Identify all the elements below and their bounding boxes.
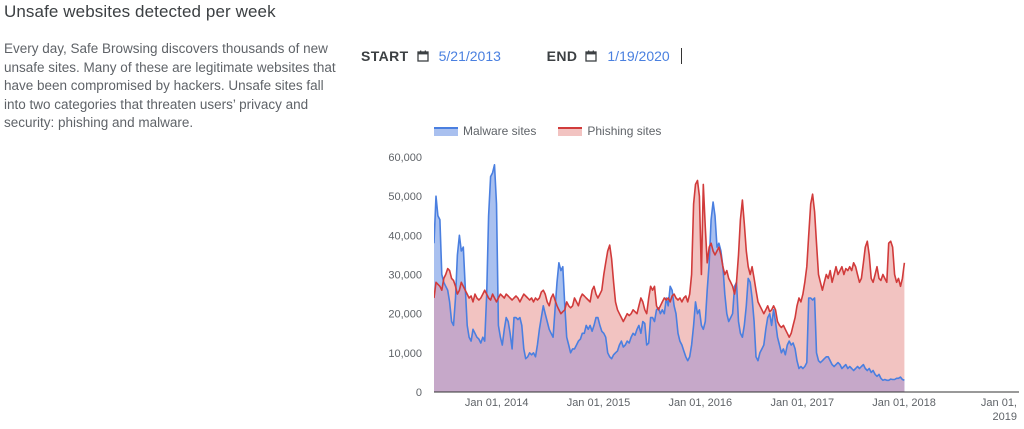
legend-swatch-phishing xyxy=(558,126,583,136)
end-label: END xyxy=(546,48,578,64)
overlap-area xyxy=(434,243,905,392)
y-tick-label: 40,000 xyxy=(388,230,422,242)
x-tick-label: Jan 01, 2014 xyxy=(465,397,529,409)
x-tick-label: Jan 01, 2017 xyxy=(771,397,835,409)
date-range-controls: START END xyxy=(361,46,683,66)
x-tick-label: 2019 xyxy=(993,411,1017,423)
start-date-input[interactable] xyxy=(438,48,529,64)
chart-legend: Malware sites Phishing sites xyxy=(434,124,683,138)
x-tick-label: Jan 01, 2016 xyxy=(668,397,732,409)
start-label: START xyxy=(361,48,409,64)
page-description: Every day, Safe Browsing discovers thous… xyxy=(4,41,336,130)
legend-item-phishing[interactable]: Phishing sites xyxy=(558,124,661,138)
end-date-input[interactable] xyxy=(607,48,683,64)
plot-area xyxy=(434,164,906,392)
x-tick-label: Jan 01, xyxy=(981,397,1017,409)
legend-swatch-malware xyxy=(434,126,458,136)
y-tick-label: 0 xyxy=(416,387,422,399)
y-tick-label: 30,000 xyxy=(388,270,422,282)
legend-item-malware[interactable]: Malware sites xyxy=(434,124,536,138)
y-tick-label: 20,000 xyxy=(388,309,422,321)
y-tick-label: 50,000 xyxy=(388,191,422,203)
legend-label-phishing: Phishing sites xyxy=(587,124,662,138)
y-axis: 0 10,000 20,000 30,000 40,000 50,000 60,000 xyxy=(388,152,422,399)
legend-label-malware: Malware sites xyxy=(463,124,537,138)
y-tick-label: 60,000 xyxy=(388,152,422,164)
phishing-line xyxy=(434,179,906,338)
x-tick-label: Jan 01, 2018 xyxy=(872,397,936,409)
page-title: Unsafe websites detected per week xyxy=(4,2,276,21)
calendar-icon[interactable] xyxy=(416,50,429,62)
x-tick-label: Jan 01, 2015 xyxy=(567,397,631,409)
calendar-icon[interactable] xyxy=(585,50,598,62)
malware-line xyxy=(434,164,905,382)
y-tick-label: 10,000 xyxy=(388,348,422,360)
x-axis: Jan 01, 2014 Jan 01, 2015 Jan 01, 2016 Jan … xyxy=(465,397,1017,423)
